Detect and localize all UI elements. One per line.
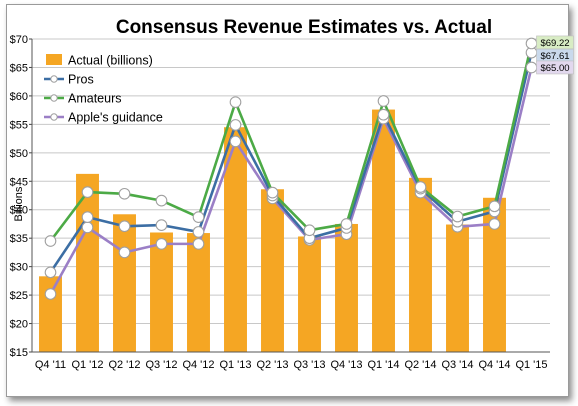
y-tick-label: $60 xyxy=(10,91,28,103)
x-tick-label: Q4 '12 xyxy=(182,359,214,371)
callout-box xyxy=(536,60,574,75)
x-tick-label: Q3 '12 xyxy=(145,359,177,371)
series-point xyxy=(44,235,57,247)
y-tick-label: $40 xyxy=(10,205,28,217)
series-point xyxy=(118,246,131,259)
series-point xyxy=(229,135,242,148)
series-line xyxy=(49,67,533,295)
y-tick-label: $20 xyxy=(10,319,28,331)
y-tick-label: $30 xyxy=(10,262,28,274)
y-axis-label: Billions xyxy=(13,186,25,221)
legend-swatch-bar xyxy=(46,54,62,65)
callout-label: $67.61 xyxy=(540,51,569,62)
bar-actual xyxy=(483,197,506,352)
bar-actual xyxy=(298,236,321,352)
series-point xyxy=(44,288,57,300)
series-point xyxy=(488,218,501,230)
series-point xyxy=(81,211,94,223)
legend: Actual (billions) Pros Amateurs Apple's gui… xyxy=(44,54,163,125)
series-line xyxy=(49,52,533,274)
value-callouts: $69.22 $67.61$65.00 xyxy=(536,35,574,75)
bar-actual xyxy=(224,127,247,352)
axes xyxy=(29,38,550,353)
x-tick-label: Q3 '14 xyxy=(441,359,473,371)
x-tick-label: Q4 '13 xyxy=(330,359,362,371)
tick-labels: $15 $20 $25 $30 $35 $40 $45 $50 $55 $60 $65 $70 Q4 '… xyxy=(10,34,548,371)
bar-actual xyxy=(446,224,469,352)
series-point xyxy=(155,194,168,207)
x-tick-label: Q4 '14 xyxy=(478,359,510,371)
y-tick-label: $55 xyxy=(10,119,28,131)
bar-actual xyxy=(372,109,395,352)
legend-label: Pros xyxy=(68,73,94,87)
x-tick-label: Q1 '12 xyxy=(71,359,103,371)
legend-swatch-marker xyxy=(50,94,58,102)
legend-label: Actual (billions) xyxy=(68,54,153,68)
series-point xyxy=(377,108,390,121)
x-tick-label: Q1 '14 xyxy=(367,359,399,371)
x-tick-label: Q1 '13 xyxy=(219,359,251,371)
series-point xyxy=(118,220,131,233)
series-point xyxy=(192,238,205,250)
y-tick-label: $45 xyxy=(10,176,28,188)
series-point xyxy=(81,221,94,234)
series-point xyxy=(81,186,94,198)
legend-swatch-marker xyxy=(50,75,58,83)
callout-label: $65.00 xyxy=(540,63,569,74)
series-point xyxy=(340,218,353,230)
series-point xyxy=(414,181,427,193)
bar-series-actual xyxy=(39,109,506,352)
series-point xyxy=(451,210,464,223)
series-point xyxy=(303,224,316,237)
y-tick-label: $35 xyxy=(10,233,28,245)
bar-actual xyxy=(335,223,358,352)
x-tick-label: Q2 '12 xyxy=(108,359,140,371)
series-point xyxy=(229,119,242,131)
x-tick-label: Q4 '11 xyxy=(35,359,66,371)
series-point xyxy=(192,211,205,223)
series-point xyxy=(192,226,205,238)
legend-label: Apple's guidance xyxy=(68,111,163,125)
series-point xyxy=(488,200,501,213)
series-point xyxy=(525,61,538,74)
bar-actual xyxy=(150,232,173,352)
series-line xyxy=(49,43,533,242)
y-tick-label: $25 xyxy=(10,290,28,302)
series-point xyxy=(266,186,279,199)
series-point xyxy=(155,219,168,231)
series-point xyxy=(118,187,131,200)
callout-label: $69.22 xyxy=(540,38,569,49)
x-tick-label: Q2 '13 xyxy=(256,359,288,371)
x-tick-label: Q1 '15 xyxy=(515,359,547,371)
y-tick-label: $65 xyxy=(10,62,28,74)
y-tick-label: $15 xyxy=(10,347,28,359)
bar-actual xyxy=(187,233,210,352)
line-series xyxy=(44,37,538,300)
chart-title: Consensus Revenue Estimates vs. Actual xyxy=(116,17,492,38)
x-tick-label: Q3 '13 xyxy=(293,359,325,371)
bar-actual xyxy=(113,214,136,352)
x-tick-label: Q2 '14 xyxy=(404,359,436,371)
bar-actual xyxy=(261,189,284,352)
chart-frame xyxy=(6,4,569,397)
series-point xyxy=(155,238,168,250)
legend-swatch-marker xyxy=(50,113,58,121)
grid-lines xyxy=(32,38,550,353)
legend-label: Amateurs xyxy=(68,92,122,106)
y-tick-label: $70 xyxy=(10,34,28,46)
series-point xyxy=(377,95,390,107)
bar-actual xyxy=(409,177,432,352)
series-point xyxy=(229,96,242,109)
y-tick-label: $50 xyxy=(10,148,28,160)
bar-actual xyxy=(39,276,62,352)
series-point xyxy=(525,37,538,50)
series-point xyxy=(44,266,57,279)
